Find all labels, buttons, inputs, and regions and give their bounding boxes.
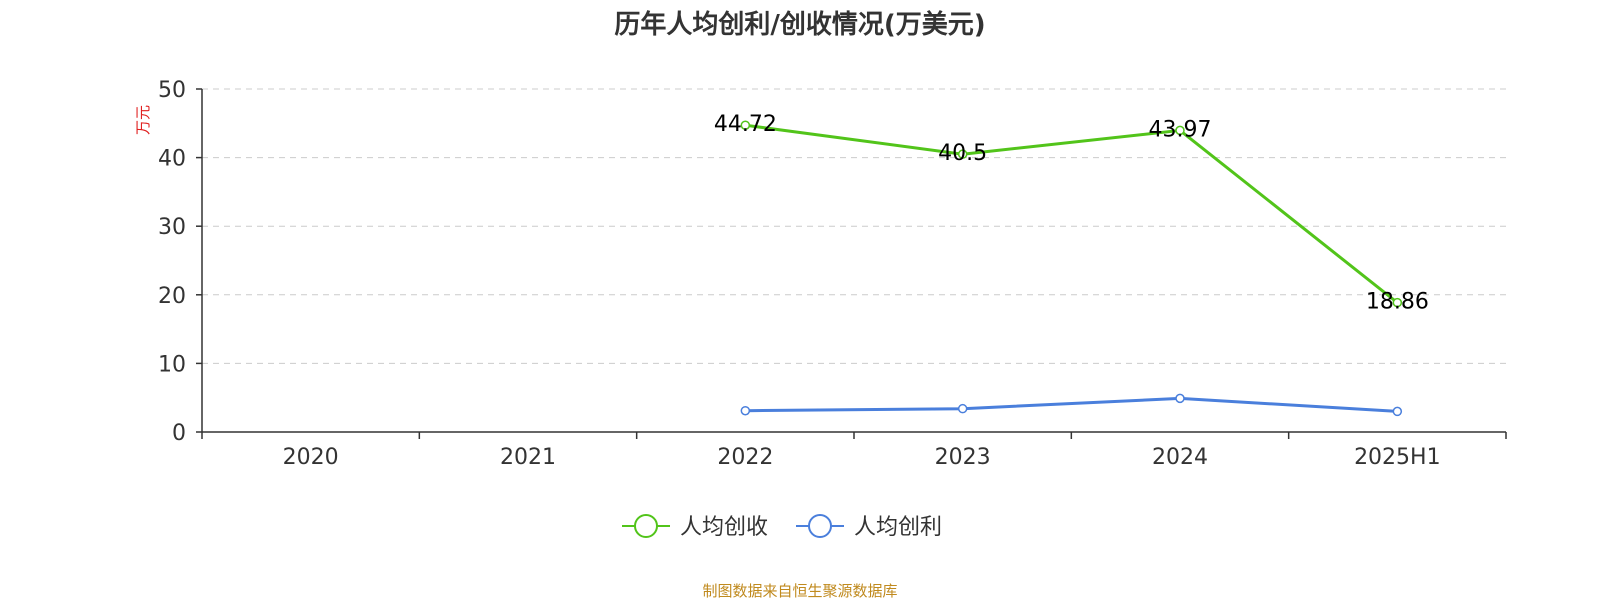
data-label: 43.97 [1149, 117, 1212, 142]
data-label: 44.72 [714, 112, 777, 137]
axes: 0 10 20 30 40 50 2020 2021 2022 2023 2024 2025H1 [158, 78, 1507, 470]
y-tick-label: 20 [158, 284, 186, 309]
x-tick-label: 2022 [717, 445, 773, 470]
legend-label-0: 人均创收 [680, 515, 768, 540]
x-tick-label: 2024 [1152, 445, 1208, 470]
data-source-note: 制图数据来自恒生聚源数据库 [702, 582, 898, 600]
y-tick-label: 40 [158, 147, 186, 172]
y-axis-unit-label: 万元 [134, 105, 152, 135]
grid-lines [202, 88, 1506, 364]
series-point-0 [957, 149, 968, 159]
chart-title: 历年人均创利/创收情况(万美元) [614, 10, 986, 40]
y-tick-label: 30 [158, 215, 186, 240]
data-label: 40.5 [938, 141, 987, 166]
y-tick-label: 10 [158, 352, 186, 377]
series-line-1 [745, 396, 1398, 413]
series-point-1 [957, 403, 968, 414]
line-chart: 0 10 20 30 40 50 2020 2021 2022 2023 2024 2025H1 44… [134, 78, 1507, 540]
x-tick-label: 2023 [935, 445, 991, 470]
y-tick-label: 50 [158, 78, 186, 103]
series-layer: 44.72 40.5 43.97 18.86 [714, 112, 1429, 417]
series-point-1 [1175, 393, 1185, 404]
series-point-0 [740, 120, 751, 130]
data-label: 18.86 [1366, 290, 1429, 315]
series-point-1 [740, 405, 751, 416]
y-tick-label: 0 [172, 421, 186, 446]
series-point-0 [1175, 125, 1185, 136]
legend-marker-0 [634, 514, 658, 538]
series-point-0 [1392, 297, 1403, 308]
series-point-1 [1392, 406, 1403, 417]
x-tick-label: 2025H1 [1354, 445, 1441, 470]
legend-label-1: 人均创利 [854, 515, 942, 540]
x-tick-label: 2021 [500, 445, 556, 470]
legend-marker-1 [808, 514, 832, 538]
x-tick-label: 2020 [283, 445, 339, 470]
series-line-0 [745, 123, 1399, 304]
legend: 人均创收 人均创利 [622, 514, 942, 540]
